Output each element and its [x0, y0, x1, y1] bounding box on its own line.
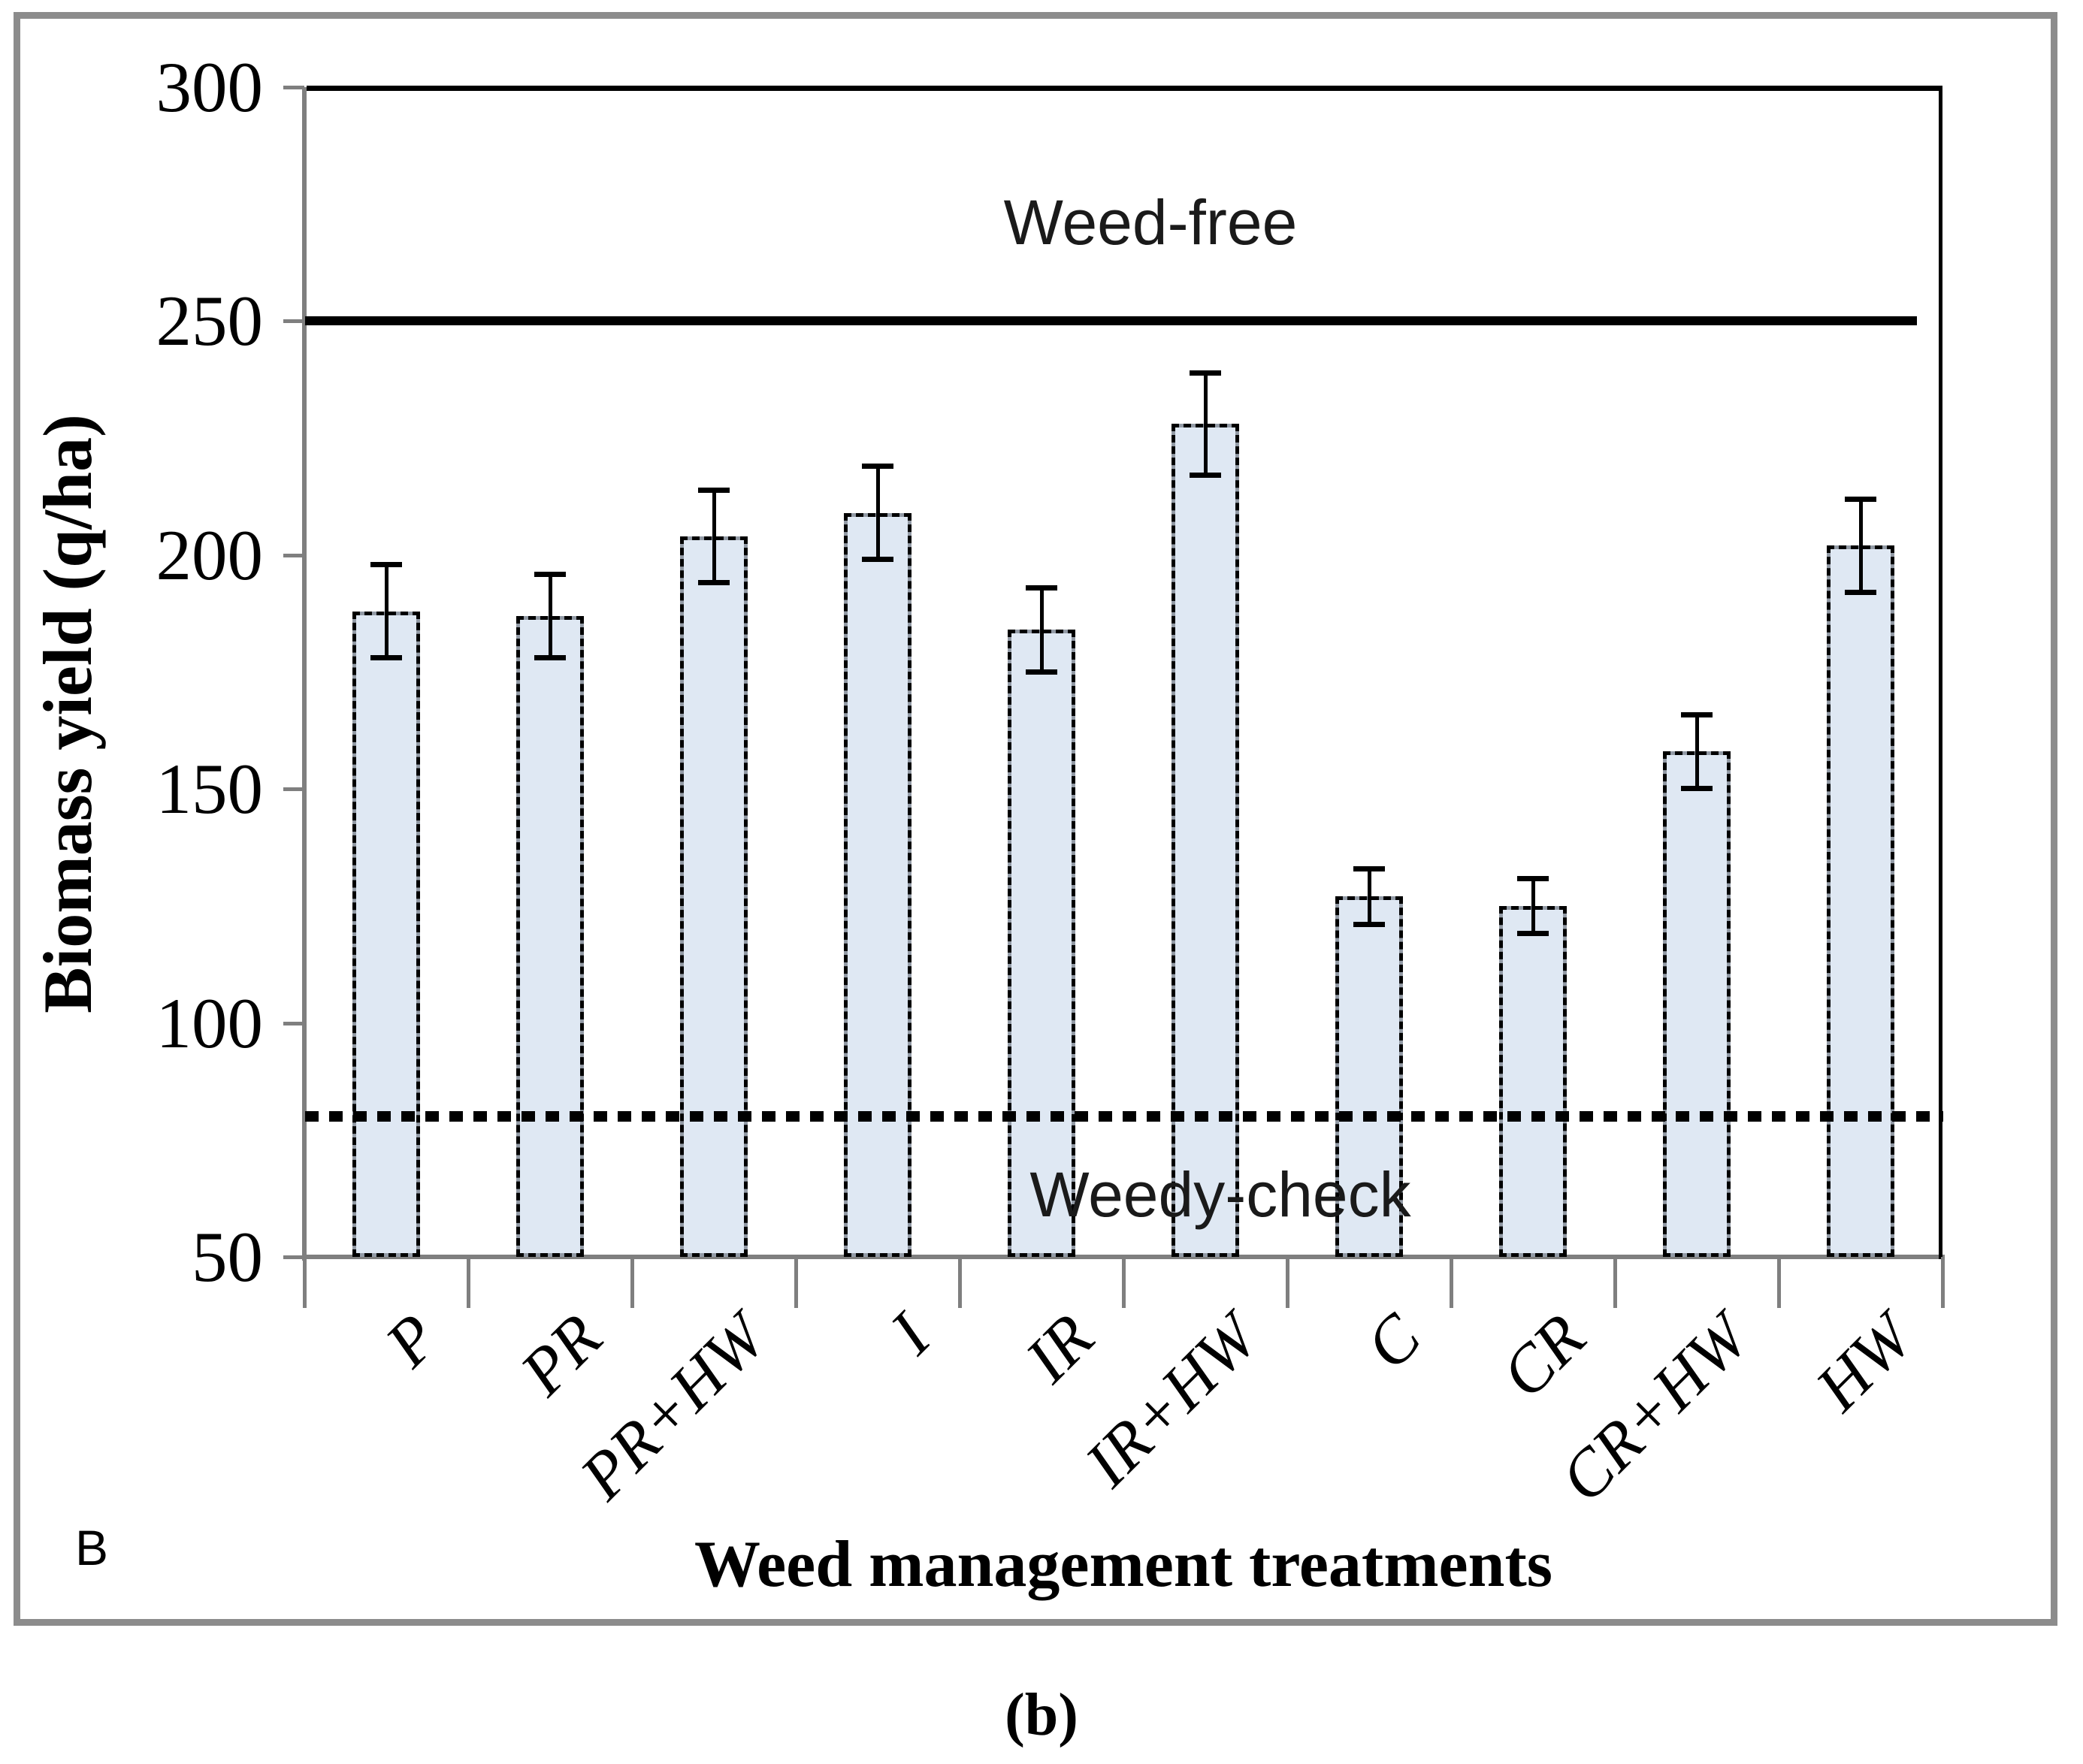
error-bar-CR [1531, 877, 1535, 935]
error-cap-top-IR [1026, 585, 1057, 591]
figure-caption: (b) [1005, 1682, 1078, 1748]
x-tick-4 [958, 1257, 962, 1308]
weedy-check-line [305, 1111, 1943, 1122]
bar-CR [1499, 905, 1567, 1258]
bar-C [1335, 896, 1403, 1257]
bar-I [844, 512, 912, 1258]
y-tick-label-150: 150 [156, 749, 264, 829]
error-cap-top-PR+HW [698, 487, 730, 493]
y-tick-label-200: 200 [156, 515, 264, 595]
y-axis-line [302, 87, 307, 1261]
x-tick-5 [1122, 1257, 1126, 1308]
error-bar-CR+HW [1695, 714, 1699, 790]
plot-top-border [307, 86, 1942, 91]
error-bar-HW [1859, 499, 1863, 593]
bar-P [352, 611, 420, 1258]
y-tick-label-100: 100 [156, 983, 264, 1063]
bar-IR+HW [1171, 424, 1239, 1257]
y-tick-200 [283, 553, 304, 557]
error-bar-IR [1040, 587, 1044, 672]
error-cap-bottom-IR [1026, 669, 1057, 675]
error-cap-bottom-CR [1517, 931, 1549, 937]
error-bar-P [385, 564, 388, 658]
error-cap-top-C [1353, 866, 1385, 872]
x-tick-6 [1286, 1257, 1289, 1308]
bar-PR [516, 615, 584, 1258]
error-bar-PR [549, 573, 552, 658]
y-tick-50 [283, 1255, 304, 1259]
bar-PR+HW [680, 536, 748, 1258]
panel-label: B [75, 1520, 109, 1575]
error-bar-I [876, 466, 880, 560]
x-tick-10 [1941, 1257, 1945, 1308]
error-cap-top-I [862, 464, 893, 470]
weed-free-line [305, 316, 1917, 325]
error-bar-C [1368, 868, 1371, 925]
y-tick-250 [283, 319, 304, 324]
x-tick-3 [794, 1257, 798, 1308]
error-cap-bottom-IR+HW [1190, 472, 1221, 478]
error-cap-top-IR+HW [1190, 370, 1221, 376]
error-cap-bottom-PR [534, 654, 566, 660]
y-tick-100 [283, 1021, 304, 1025]
error-cap-top-CR+HW [1681, 711, 1713, 717]
bar-CR+HW [1663, 751, 1731, 1257]
y-tick-label-250: 250 [156, 281, 264, 361]
error-cap-bottom-CR+HW [1681, 786, 1713, 792]
weed-free-label: Weed-free [1003, 187, 1298, 258]
error-cap-bottom-PR+HW [698, 580, 730, 586]
bar-HW [1827, 545, 1894, 1257]
x-tick-8 [1613, 1257, 1617, 1308]
error-cap-top-PR [534, 571, 566, 577]
x-tick-7 [1450, 1257, 1453, 1308]
error-cap-bottom-C [1353, 921, 1385, 927]
error-cap-bottom-HW [1845, 589, 1876, 595]
y-axis-title: Biomass yield (q/ha) [29, 414, 106, 1013]
error-bar-PR+HW [712, 489, 716, 584]
error-cap-top-CR [1517, 875, 1549, 881]
plot-right-border [1939, 87, 1942, 1259]
error-cap-bottom-I [862, 557, 893, 563]
error-cap-bottom-P [370, 654, 402, 660]
x-tick-1 [467, 1257, 470, 1308]
y-tick-label-50: 50 [192, 1217, 263, 1297]
bar-IR [1008, 630, 1075, 1257]
y-tick-300 [283, 86, 304, 89]
x-axis-title: Weed management treatments [694, 1528, 1553, 1601]
weedy-check-label: Weedy-check [1029, 1159, 1411, 1230]
y-tick-label-300: 300 [156, 47, 264, 127]
x-tick-9 [1777, 1257, 1781, 1308]
error-bar-IR+HW [1204, 372, 1208, 476]
y-tick-150 [283, 787, 304, 792]
x-tick-2 [630, 1257, 634, 1308]
error-cap-top-HW [1845, 497, 1876, 503]
x-tick-0 [303, 1257, 307, 1308]
error-cap-top-P [370, 562, 402, 568]
